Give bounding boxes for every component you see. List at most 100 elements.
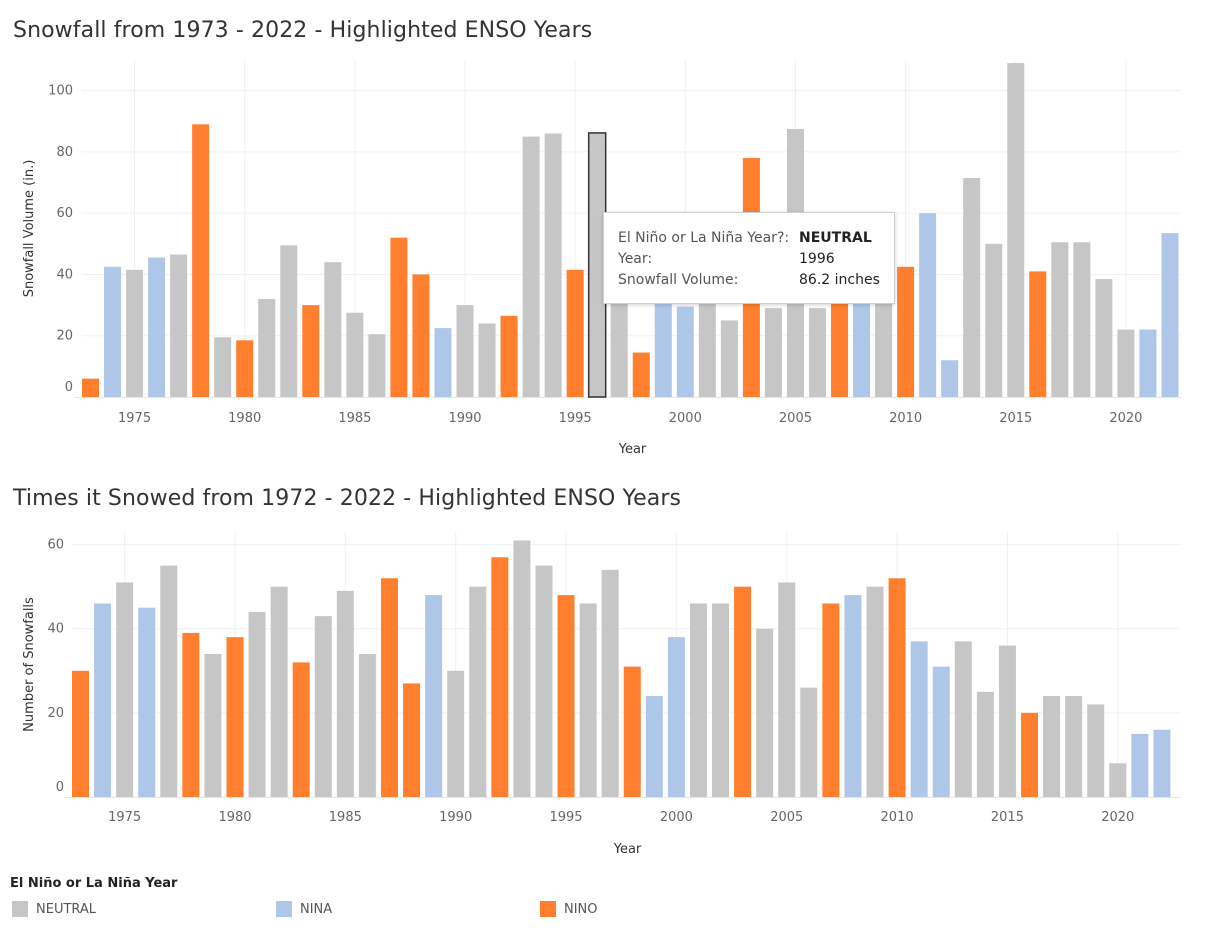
bar-2019[interactable] <box>1095 279 1113 397</box>
bar-2011[interactable] <box>910 641 928 797</box>
bar-1979[interactable] <box>214 337 232 397</box>
bar-2017[interactable] <box>1043 696 1061 797</box>
bar-1975[interactable] <box>116 582 134 797</box>
bar-1986[interactable] <box>368 334 386 397</box>
bar-1990[interactable] <box>447 670 465 797</box>
bar-2020[interactable] <box>1109 763 1127 797</box>
bar-1989[interactable] <box>434 328 452 397</box>
bar-1976[interactable] <box>148 257 166 397</box>
bar-2021[interactable] <box>1131 733 1149 797</box>
bar-2004[interactable] <box>764 308 782 397</box>
bar-1994[interactable] <box>535 565 553 797</box>
bar-2007[interactable] <box>822 603 840 797</box>
bar-1982[interactable] <box>280 245 298 397</box>
bar-2008[interactable] <box>853 303 871 397</box>
bar-1994[interactable] <box>544 133 562 397</box>
bar-1977[interactable] <box>170 254 188 397</box>
bar-1983[interactable] <box>302 305 320 397</box>
bar-1976[interactable] <box>138 607 156 797</box>
bar-2019[interactable] <box>1087 704 1105 797</box>
bar-2001[interactable] <box>698 303 716 397</box>
bar-1999[interactable] <box>645 696 663 797</box>
bar-2003[interactable] <box>734 586 752 797</box>
bar-2015[interactable] <box>1007 63 1025 398</box>
bar-2004[interactable] <box>756 628 774 797</box>
bar-1997[interactable] <box>601 569 619 797</box>
bar-1998[interactable] <box>623 666 641 797</box>
bar-2000[interactable] <box>676 306 694 397</box>
bar-1978[interactable] <box>182 632 200 797</box>
bar-2002[interactable] <box>720 320 738 397</box>
bar-1977[interactable] <box>160 565 178 797</box>
bar-1987[interactable] <box>390 237 408 397</box>
bar-2001[interactable] <box>689 603 707 797</box>
bar-2006[interactable] <box>800 687 818 797</box>
bar-2005[interactable] <box>778 582 796 797</box>
bar-1981[interactable] <box>248 611 266 797</box>
bar-1991[interactable] <box>478 323 496 397</box>
bar-2010[interactable] <box>897 266 915 397</box>
bar-2013[interactable] <box>954 641 972 797</box>
bar-1985[interactable] <box>336 590 354 797</box>
x-tick-label: 1990 <box>448 411 481 426</box>
chart-title-snowfall: Snowfall from 1973 - 2022 - Highlighted … <box>13 18 593 43</box>
bar-2014[interactable] <box>985 243 1003 397</box>
bar-1989[interactable] <box>425 595 443 797</box>
bar-1988[interactable] <box>412 274 430 397</box>
bar-2002[interactable] <box>712 603 730 797</box>
bar-1983[interactable] <box>292 662 310 797</box>
bar-1995[interactable] <box>566 269 584 397</box>
bar-1978[interactable] <box>192 124 210 397</box>
bar-1998[interactable] <box>632 352 650 397</box>
bar-2018[interactable] <box>1073 242 1091 397</box>
bar-1974[interactable] <box>104 266 122 397</box>
bar-2000[interactable] <box>667 637 685 797</box>
bar-1980[interactable] <box>226 637 244 797</box>
bar-1995[interactable] <box>557 595 575 797</box>
bar-2022[interactable] <box>1153 729 1171 797</box>
snowfall-volume-chart[interactable]: 0 20 40 60 80 100 1975 1980 1985 1990 1995 2000 2005… <box>0 0 1229 470</box>
bar-2009[interactable] <box>875 303 893 397</box>
bar-1973[interactable] <box>72 670 89 797</box>
bar-1992[interactable] <box>491 557 509 797</box>
bar-2006[interactable] <box>808 308 826 397</box>
bar-2016[interactable] <box>1021 712 1039 797</box>
bar-1974[interactable] <box>94 603 112 797</box>
bar-1987[interactable] <box>380 578 398 797</box>
bar-1985[interactable] <box>346 312 364 397</box>
bar-1984[interactable] <box>314 616 332 797</box>
bar-2009[interactable] <box>866 586 884 797</box>
bar-2021[interactable] <box>1139 329 1157 397</box>
bar-1993[interactable] <box>522 136 540 397</box>
bar-1979[interactable] <box>204 653 222 797</box>
bar-2022[interactable] <box>1161 233 1179 397</box>
bar-2016[interactable] <box>1029 271 1047 397</box>
snowfall-count-chart[interactable]: 0 20 40 60 1975 1980 1985 1990 1995 2000 2005 2010 2… <box>0 0 1229 870</box>
bar-2010[interactable] <box>888 578 906 797</box>
bar-2007[interactable] <box>831 303 849 397</box>
bar-2017[interactable] <box>1051 242 1069 397</box>
bar-1990[interactable] <box>456 305 474 397</box>
bar-2015[interactable] <box>998 645 1016 797</box>
bar-1993[interactable] <box>513 540 531 797</box>
bar-1973[interactable] <box>82 378 99 397</box>
bar-2020[interactable] <box>1117 329 1135 397</box>
bar-2014[interactable] <box>976 691 994 797</box>
bar-1996[interactable] <box>579 603 597 797</box>
bar-1992[interactable] <box>500 315 518 397</box>
bar-1981[interactable] <box>258 298 276 397</box>
bar-1982[interactable] <box>270 586 288 797</box>
bar-1975[interactable] <box>126 269 144 397</box>
bar-2012[interactable] <box>941 360 959 397</box>
bar-1980[interactable] <box>236 340 254 397</box>
bar-1984[interactable] <box>324 262 342 397</box>
bar-2008[interactable] <box>844 595 862 797</box>
bar-1986[interactable] <box>358 653 376 797</box>
bar-1991[interactable] <box>469 586 487 797</box>
bar-2018[interactable] <box>1065 696 1083 797</box>
bar-1988[interactable] <box>403 683 421 797</box>
bar-1999[interactable] <box>654 303 672 397</box>
bar-2011[interactable] <box>919 213 937 397</box>
bar-2012[interactable] <box>932 666 950 797</box>
bar-2013[interactable] <box>963 177 981 397</box>
